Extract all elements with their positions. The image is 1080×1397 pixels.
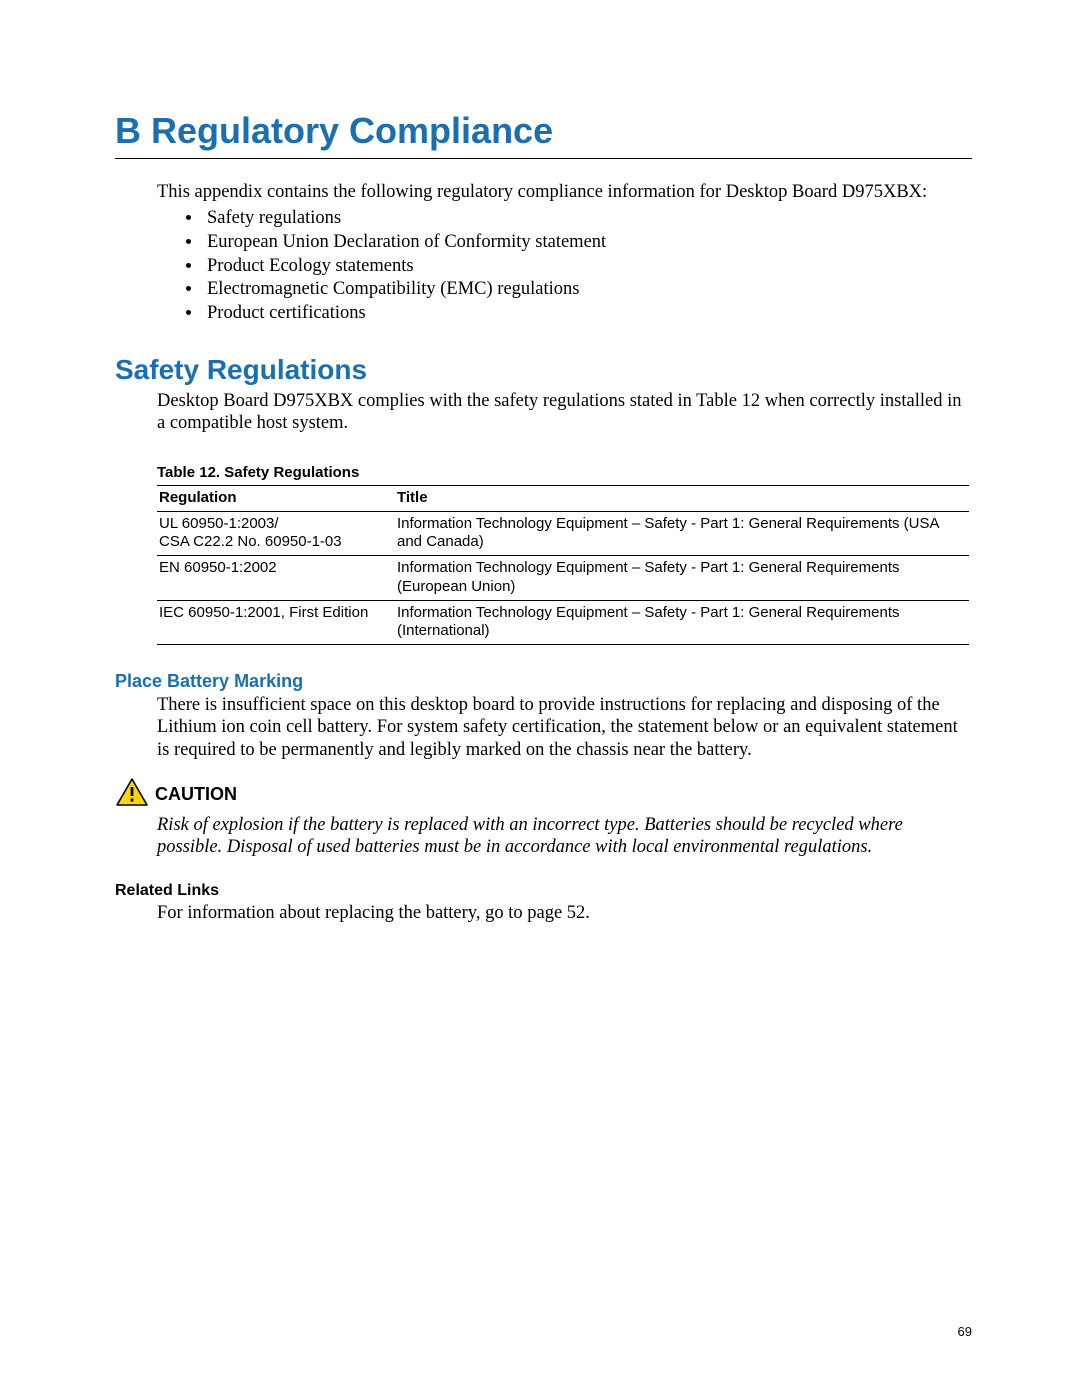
appendix-title: B Regulatory Compliance (115, 110, 972, 152)
intro-bullet-list: Safety regulations European Union Declar… (157, 207, 972, 325)
table-header-cell: Title (395, 485, 969, 511)
safety-regulations-table: Regulation Title UL 60950-1:2003/CSA C22… (157, 485, 969, 645)
appendix-title-text: Regulatory Compliance (151, 110, 553, 151)
table-cell: EN 60950-1:2002 (157, 556, 395, 601)
page-number: 69 (958, 1324, 972, 1339)
table-caption: Table 12. Safety Regulations (157, 464, 972, 481)
table-cell: Information Technology Equipment – Safet… (395, 511, 969, 556)
table-row: UL 60950-1:2003/CSA C22.2 No. 60950-1-03… (157, 511, 969, 556)
title-rule (115, 158, 972, 159)
document-page: B Regulatory Compliance This appendix co… (0, 0, 1080, 1397)
intro-paragraph: This appendix contains the following reg… (157, 181, 972, 203)
table-header-cell: Regulation (157, 485, 395, 511)
list-item: Product Ecology statements (203, 255, 972, 279)
list-item: Safety regulations (203, 207, 972, 231)
table-cell: Information Technology Equipment – Safet… (395, 600, 969, 645)
table-row: IEC 60950-1:2001, First Edition Informat… (157, 600, 969, 645)
table-header-row: Regulation Title (157, 485, 969, 511)
battery-heading: Place Battery Marking (115, 671, 972, 692)
related-links-heading: Related Links (115, 882, 972, 900)
safety-heading: Safety Regulations (115, 354, 972, 386)
table-cell: UL 60950-1:2003/CSA C22.2 No. 60950-1-03 (157, 511, 395, 556)
caution-label: CAUTION (155, 784, 237, 805)
warning-triangle-icon (115, 777, 149, 812)
list-item: Electromagnetic Compatibility (EMC) regu… (203, 278, 972, 302)
list-item: Product certifications (203, 302, 972, 326)
appendix-label: B (115, 110, 141, 151)
caution-block: CAUTION (115, 777, 972, 812)
table-row: EN 60950-1:2002 Information Technology E… (157, 556, 969, 601)
caution-body: Risk of explosion if the battery is repl… (157, 814, 972, 858)
list-item: European Union Declaration of Conformity… (203, 231, 972, 255)
battery-paragraph: There is insufficient space on this desk… (157, 694, 972, 761)
related-links-paragraph: For information about replacing the batt… (157, 902, 972, 924)
table-cell: IEC 60950-1:2001, First Edition (157, 600, 395, 645)
table-cell: Information Technology Equipment – Safet… (395, 556, 969, 601)
safety-paragraph: Desktop Board D975XBX complies with the … (157, 390, 972, 434)
